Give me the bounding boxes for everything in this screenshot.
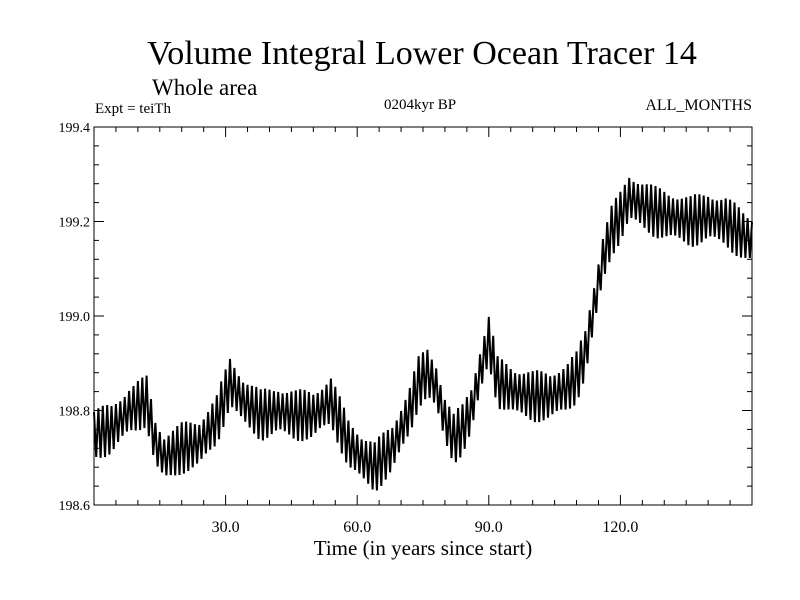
y-tick-label: 199.4 xyxy=(59,121,91,136)
x-tick-label: 30.0 xyxy=(212,519,240,536)
months-label: ALL_MONTHS xyxy=(645,97,752,114)
tick-marks xyxy=(94,127,752,505)
y-tick-label: 199.2 xyxy=(59,216,91,231)
x-axis-label: Time (in years since start) xyxy=(314,536,533,560)
plot-frame xyxy=(93,126,753,506)
chart-subtitle: Whole area xyxy=(152,75,257,100)
y-tick-label: 198.8 xyxy=(59,405,91,420)
chart-title: Volume Integral Lower Ocean Tracer 14 xyxy=(147,35,697,72)
series-line xyxy=(93,177,753,491)
x-tick-label: 120.0 xyxy=(602,519,638,536)
x-tick-label: 90.0 xyxy=(475,519,503,536)
expt-label: Expt = teiTh xyxy=(95,101,171,117)
period-label: 0204kyr BP xyxy=(384,97,456,113)
tick-labels: 30.0 60.0 90.0 120.0 198.6 198.8 199.0 199.2 199… xyxy=(59,121,639,536)
y-tick-label: 198.6 xyxy=(59,499,91,514)
y-tick-label: 199.0 xyxy=(59,310,91,325)
x-tick-label: 60.0 xyxy=(343,519,371,536)
